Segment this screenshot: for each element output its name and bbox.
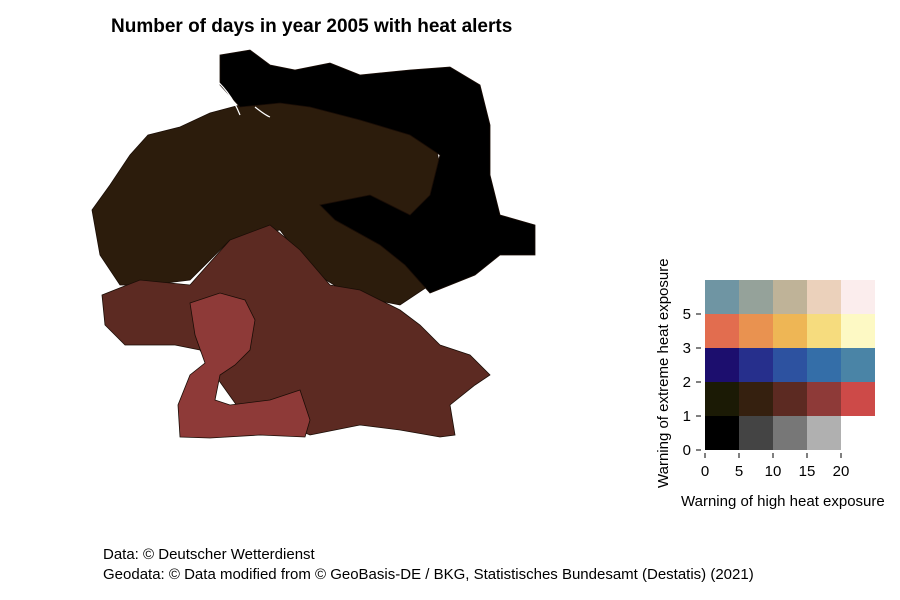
legend-cell — [705, 280, 739, 314]
data-source-caption: Data: © Deutscher Wetterdienst — [103, 546, 315, 563]
legend-y-tick-label: 2 — [683, 374, 691, 391]
legend-cell — [739, 280, 773, 314]
legend-cell — [705, 382, 739, 416]
legend-cell — [739, 416, 773, 450]
legend-cell — [841, 280, 875, 314]
legend-cell — [705, 314, 739, 348]
map-title: Number of days in year 2005 with heat al… — [111, 16, 513, 37]
legend-x-label: Warning of high heat exposure — [681, 493, 885, 510]
legend-cell — [705, 416, 739, 450]
legend-cell — [739, 314, 773, 348]
legend-cell — [807, 382, 841, 416]
region-south-west — [177, 292, 311, 439]
legend-x-tick-label: 5 — [735, 463, 743, 480]
geodata-source-caption: Geodata: © Data modified from © GeoBasis… — [103, 566, 754, 583]
legend-cell — [773, 314, 807, 348]
legend-y-tick-label: 0 — [683, 442, 691, 459]
legend-y-tick-label: 5 — [683, 306, 691, 323]
legend-cell — [807, 348, 841, 382]
region-north-east — [219, 49, 536, 294]
legend-x-tick-label: 15 — [799, 463, 816, 480]
legend-cell — [807, 314, 841, 348]
legend-y-tick-label: 1 — [683, 408, 691, 425]
legend-x-tick-label: 10 — [765, 463, 782, 480]
legend-cell — [807, 416, 841, 450]
legend-cell — [841, 348, 875, 382]
legend-cell — [773, 416, 807, 450]
legend-cell — [705, 348, 739, 382]
legend-cell — [841, 382, 875, 416]
germany-choropleth-map — [91, 49, 536, 439]
legend-cell — [739, 382, 773, 416]
legend-y-tick-label: 3 — [683, 340, 691, 357]
legend-cell — [807, 280, 841, 314]
bivariate-legend: 0 5 10 15 20 0 1 2 3 5 Warning of high heat expo… — [655, 258, 885, 510]
legend-cell — [773, 348, 807, 382]
legend-cell — [841, 314, 875, 348]
legend-cell — [739, 348, 773, 382]
legend-cell — [773, 382, 807, 416]
legend-y-label: Warning of extreme heat exposure — [655, 258, 672, 488]
legend-x-tick-label: 20 — [833, 463, 850, 480]
legend-x-tick-label: 0 — [701, 463, 709, 480]
legend-cell — [773, 280, 807, 314]
